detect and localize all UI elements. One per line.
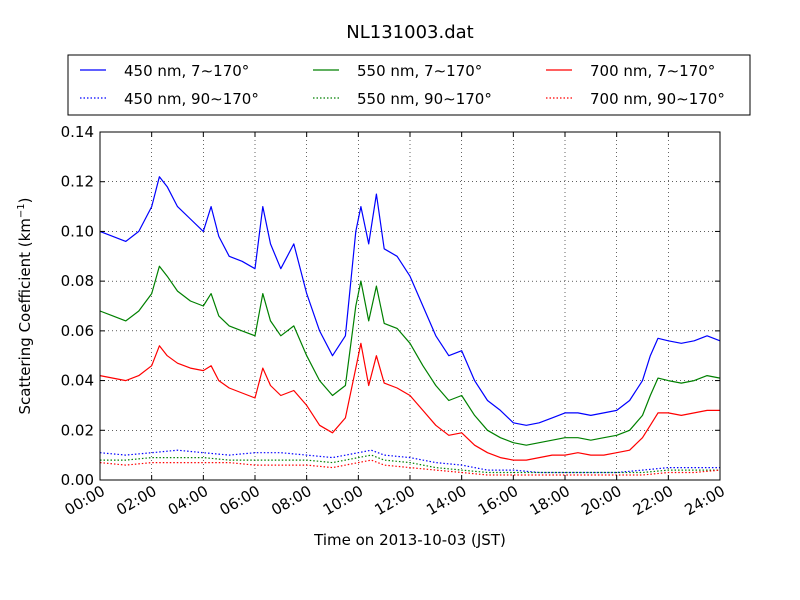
legend-label: 450 nm, 90∼170° <box>124 90 259 108</box>
series-line-2 <box>99 265 721 446</box>
legend-label: 700 nm, 7∼170° <box>590 62 715 80</box>
series-line-3 <box>100 454 720 474</box>
y-tick-label: 0.08 <box>61 272 94 290</box>
grid-lines <box>100 132 720 480</box>
legend-box <box>67 54 751 116</box>
y-tick-label: 0.14 <box>61 123 94 141</box>
series-layer <box>99 176 721 476</box>
y-tick-label: 0.00 <box>61 471 94 489</box>
y-tick-label: 0.02 <box>61 421 94 439</box>
y-tick-label: 0.04 <box>61 372 94 390</box>
series-line-5 <box>99 459 721 476</box>
x-axis-label: Time on 2013-10-03 (JST) <box>313 531 506 549</box>
y-tick-label: 0.12 <box>61 173 94 191</box>
chart-title: NL131003.dat <box>346 22 473 43</box>
y-axis-label-end: ) <box>16 197 34 203</box>
y-tick-label: 0.06 <box>61 322 94 340</box>
series-line-4 <box>99 342 720 461</box>
y-axis-label-superscript: −1 <box>16 203 27 218</box>
legend-label: 700 nm, 90∼170° <box>590 90 725 108</box>
y-axis-label-main: Scattering Coefficient (km <box>16 218 34 414</box>
legend: 450 nm, 7∼170° 550 nm, 7∼170° 700 nm, 7∼17… <box>67 54 751 116</box>
legend-label: 550 nm, 7∼170° <box>357 62 482 80</box>
series-line-0 <box>99 176 721 426</box>
y-axis-label: Scattering Coefficient (km−1) <box>16 197 34 414</box>
legend-label: 450 nm, 7∼170° <box>124 62 249 80</box>
legend-label: 550 nm, 90∼170° <box>357 90 492 108</box>
y-tick-label: 0.10 <box>61 222 94 240</box>
